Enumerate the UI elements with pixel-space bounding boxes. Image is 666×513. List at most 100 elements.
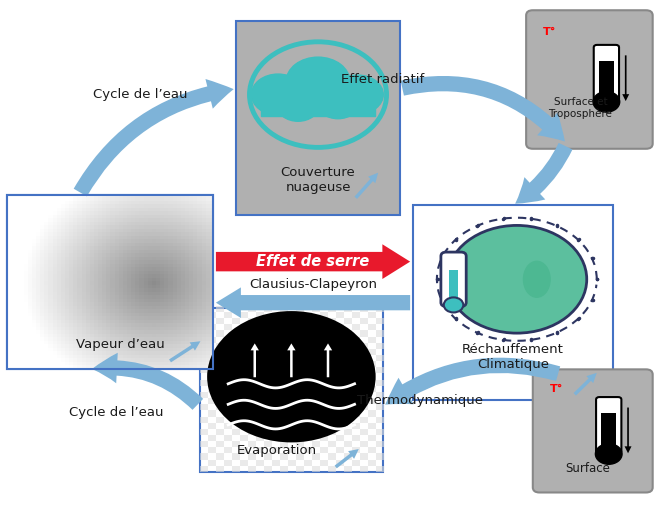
Bar <box>304 373 312 380</box>
Bar <box>280 306 288 312</box>
Text: Surface et
Troposphère: Surface et Troposphère <box>548 96 612 119</box>
Bar <box>312 367 320 373</box>
Circle shape <box>593 92 620 112</box>
Bar <box>376 306 384 312</box>
Bar <box>208 386 216 392</box>
Bar <box>264 355 272 361</box>
Bar <box>320 398 328 404</box>
Bar <box>344 380 352 386</box>
Bar <box>288 312 296 318</box>
Circle shape <box>277 88 320 121</box>
Bar <box>601 413 616 449</box>
Bar <box>248 417 256 423</box>
FancyBboxPatch shape <box>441 252 466 306</box>
Bar <box>224 460 232 466</box>
Bar <box>200 306 208 312</box>
Bar <box>360 306 368 312</box>
Bar <box>272 373 280 380</box>
Bar <box>296 392 304 398</box>
Bar <box>344 404 352 410</box>
Bar <box>328 404 336 410</box>
Bar <box>352 460 360 466</box>
Bar <box>208 361 216 367</box>
Bar <box>336 447 344 453</box>
Bar <box>288 410 296 417</box>
Bar <box>224 410 232 417</box>
Bar <box>336 410 344 417</box>
Bar <box>264 330 272 337</box>
Bar <box>208 447 216 453</box>
Bar <box>296 441 304 447</box>
Bar <box>599 62 614 97</box>
Bar <box>288 423 296 429</box>
Bar <box>248 306 256 312</box>
FancyBboxPatch shape <box>200 308 383 472</box>
Bar <box>248 355 256 361</box>
Bar <box>272 386 280 392</box>
Bar <box>272 312 280 318</box>
Bar <box>272 447 280 453</box>
Bar <box>264 429 272 435</box>
FancyBboxPatch shape <box>413 205 613 400</box>
Bar <box>368 361 376 367</box>
Bar <box>312 306 320 312</box>
Bar <box>360 417 368 423</box>
Bar <box>232 330 240 337</box>
Bar <box>320 447 328 453</box>
Bar <box>328 392 336 398</box>
Bar <box>336 373 344 380</box>
Bar <box>376 466 384 472</box>
Bar <box>376 453 384 460</box>
Bar <box>232 343 240 349</box>
Bar <box>216 318 224 324</box>
Bar <box>368 435 376 441</box>
Bar <box>360 355 368 361</box>
Bar <box>208 423 216 429</box>
Bar <box>312 429 320 435</box>
Bar <box>368 410 376 417</box>
Bar <box>280 392 288 398</box>
Bar <box>232 417 240 423</box>
Bar <box>296 429 304 435</box>
Bar <box>344 367 352 373</box>
Bar <box>288 361 296 367</box>
Bar <box>256 337 264 343</box>
Bar <box>288 324 296 330</box>
Bar <box>232 392 240 398</box>
Bar <box>216 404 224 410</box>
Bar <box>272 349 280 355</box>
Bar <box>272 337 280 343</box>
Bar <box>352 337 360 343</box>
Bar <box>280 380 288 386</box>
Bar <box>224 373 232 380</box>
Text: Evaporation: Evaporation <box>236 444 317 457</box>
Bar <box>320 373 328 380</box>
Bar <box>264 306 272 312</box>
Bar <box>368 349 376 355</box>
Text: Effet de serre: Effet de serre <box>256 254 370 269</box>
Bar <box>304 337 312 343</box>
Bar <box>200 441 208 447</box>
Bar <box>224 423 232 429</box>
Bar <box>304 447 312 453</box>
Bar <box>288 373 296 380</box>
Bar <box>296 380 304 386</box>
Bar <box>232 441 240 447</box>
Bar <box>304 410 312 417</box>
Bar <box>296 466 304 472</box>
Bar <box>376 380 384 386</box>
Bar <box>328 429 336 435</box>
Bar <box>368 312 376 318</box>
Bar <box>376 392 384 398</box>
Bar <box>368 337 376 343</box>
Bar <box>360 466 368 472</box>
Bar <box>256 324 264 330</box>
Bar <box>288 435 296 441</box>
Bar <box>304 312 312 318</box>
Bar <box>336 312 344 318</box>
Text: Effet radiatif: Effet radiatif <box>341 73 425 86</box>
Bar <box>296 453 304 460</box>
Bar <box>296 318 304 324</box>
Bar <box>272 324 280 330</box>
Bar <box>240 435 248 441</box>
